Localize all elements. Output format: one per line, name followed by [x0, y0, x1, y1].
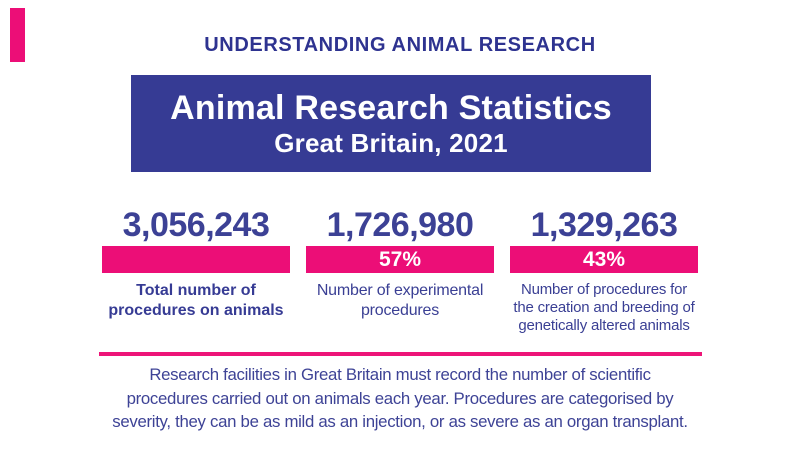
brand-mark	[10, 8, 25, 62]
footer-line: procedures carried out on animals each y…	[126, 388, 674, 408]
stat-caption-line: procedures	[360, 302, 440, 319]
stat-caption: Number of procedures for the creation an…	[513, 281, 694, 335]
banner-title: Animal Research Statistics	[170, 89, 612, 127]
stats-row: 3,056,243 Total number of procedures on …	[0, 204, 800, 335]
stat-percent-label: 43%	[582, 248, 626, 271]
stat-caption-line: the creation and breeding of	[513, 299, 695, 316]
stat-caption-line: procedures on animals	[108, 302, 284, 319]
divider-line	[99, 352, 702, 356]
footer-paragraph: Research facilities in Great Britain mus…	[0, 363, 800, 434]
stat-percent-label: 57%	[378, 248, 422, 271]
stat-column-genetically-altered: 1,329,263 43% Number of procedures for t…	[510, 204, 698, 335]
footer-line: Research facilities in Great Britain mus…	[149, 365, 651, 384]
stat-caption-line: Total number of	[136, 282, 256, 299]
stat-bar	[102, 246, 290, 273]
stat-value: 3,056,243	[122, 206, 270, 244]
stat-caption-line: Number of experimental	[316, 282, 484, 299]
title-banner: Animal Research Statistics Great Britain…	[131, 75, 651, 172]
footer-line: severity, they can be as mild as an inje…	[112, 412, 688, 431]
stat-column-total-procedures: 3,056,243 Total number of procedures on …	[102, 204, 290, 335]
stat-bar: 43%	[510, 246, 698, 273]
stat-value: 1,329,263	[530, 206, 678, 244]
banner-subtitle: Great Britain, 2021	[274, 128, 508, 158]
stat-value: 1,726,980	[326, 206, 474, 244]
stat-bar: 57%	[306, 246, 494, 273]
stat-column-experimental-procedures: 1,726,980 57% Number of experimental pro…	[306, 204, 494, 335]
page-title: UNDERSTANDING ANIMAL RESEARCH	[204, 34, 596, 56]
stat-caption-line: Number of procedures for	[520, 281, 688, 298]
stat-caption: Number of experimental procedures	[316, 281, 484, 321]
stat-caption: Total number of procedures on animals	[108, 281, 283, 321]
stat-caption-line: genetically altered animals	[518, 317, 690, 334]
